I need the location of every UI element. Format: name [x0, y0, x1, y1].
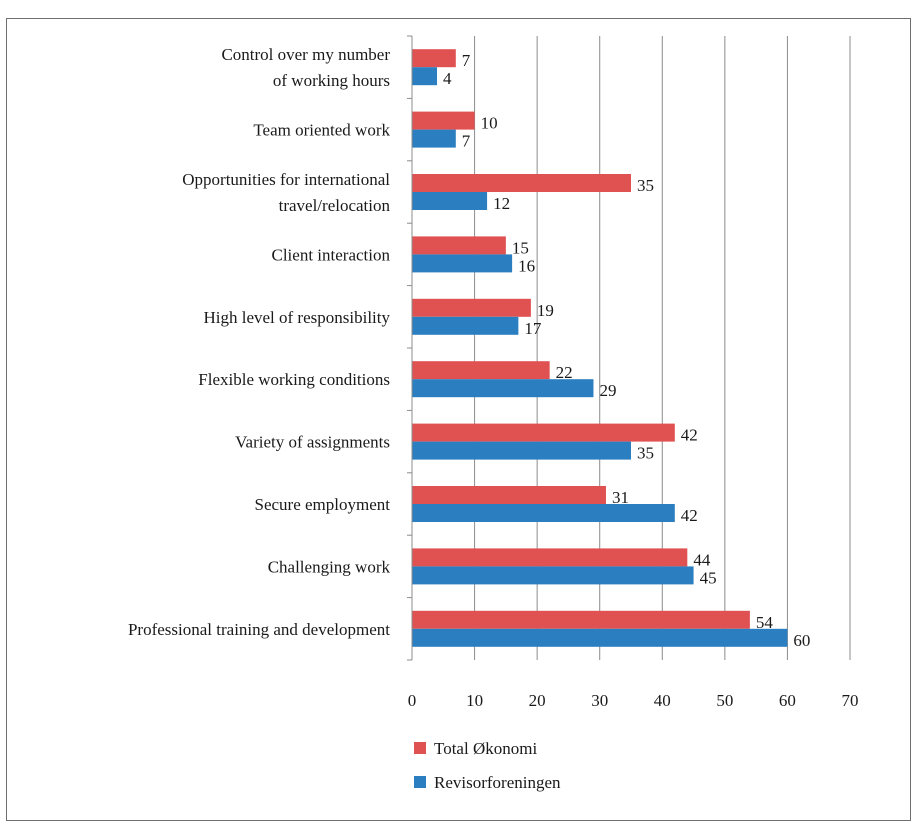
legend-label: Revisorforeningen [434, 773, 561, 792]
category-label: of working hours [273, 71, 390, 90]
chart-frame [6, 18, 911, 821]
data-label: 35 [637, 444, 654, 463]
bar [412, 174, 631, 192]
bar [412, 192, 488, 210]
bar [412, 236, 506, 255]
data-label: 54 [756, 613, 774, 632]
category-label: Control over my number [221, 45, 390, 64]
bar [412, 361, 550, 380]
bar [412, 566, 694, 585]
legend: Total Økonomi Revisorforeningen [414, 739, 561, 792]
category-label: Professional training and development [128, 620, 390, 639]
bar [412, 548, 688, 567]
bar [412, 254, 513, 273]
data-label: 7 [462, 51, 471, 70]
bar [412, 49, 456, 68]
category-label: Opportunities for international [182, 170, 390, 189]
x-tick-label: 30 [591, 691, 608, 710]
data-label: 60 [793, 631, 810, 650]
x-tick-label: 10 [466, 691, 483, 710]
bar [412, 486, 606, 504]
x-tick-label: 0 [408, 691, 417, 710]
bar [412, 298, 531, 317]
data-label: 29 [599, 381, 616, 400]
x-tick-label: 70 [842, 691, 859, 710]
bar [412, 316, 519, 335]
bar [412, 129, 456, 148]
bar [412, 504, 675, 522]
bar [412, 423, 675, 442]
data-label: 45 [700, 568, 717, 587]
legend-swatch [414, 742, 426, 754]
data-label: 42 [681, 426, 698, 445]
data-label: 12 [493, 194, 510, 213]
data-label: 16 [518, 256, 535, 275]
category-label: Team oriented work [253, 121, 390, 140]
bar [412, 111, 475, 130]
category-label: travel/relocation [279, 196, 391, 215]
data-label: 19 [537, 301, 554, 320]
legend-swatch [414, 776, 426, 788]
data-label: 35 [637, 176, 654, 195]
axes [407, 35, 413, 661]
category-label: Client interaction [272, 245, 391, 264]
bar [412, 67, 438, 86]
data-label: 42 [681, 506, 698, 525]
category-label: Variety of assignments [235, 433, 390, 452]
x-tick-label: 20 [529, 691, 546, 710]
x-tick-label: 50 [716, 691, 733, 710]
bars [412, 49, 788, 647]
data-label: 15 [512, 238, 529, 257]
x-tick-label: 60 [779, 691, 796, 710]
category-label: Flexible working conditions [198, 370, 390, 389]
bar [412, 610, 750, 629]
data-label: 7 [462, 132, 471, 151]
data-label: 17 [524, 319, 542, 338]
bar [412, 628, 788, 647]
bar [412, 379, 594, 398]
data-label: 10 [481, 114, 498, 133]
x-tick-label: 40 [654, 691, 671, 710]
data-label: 31 [612, 488, 629, 507]
category-label: Secure employment [255, 495, 391, 514]
legend-label: Total Økonomi [434, 739, 537, 758]
category-label: High level of responsibility [203, 308, 390, 327]
category-label: Challenging work [268, 557, 391, 576]
bar [412, 441, 631, 460]
data-label: 4 [443, 69, 452, 88]
data-label: 22 [556, 363, 573, 382]
data-label: 44 [693, 550, 711, 569]
